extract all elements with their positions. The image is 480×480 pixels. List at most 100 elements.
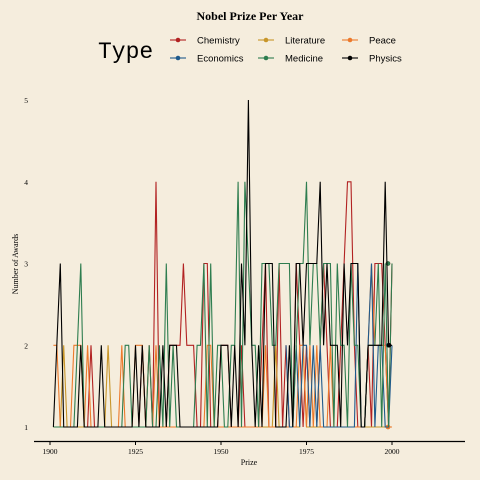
data-point-physics: [323, 345, 324, 346]
data-point-literature: [378, 427, 379, 428]
data-point-physics: [251, 345, 252, 346]
x-tick-label: 2000: [385, 447, 400, 456]
data-point-medicine: [227, 427, 228, 428]
legend-item-medicine: Medicine: [258, 54, 323, 65]
data-point-physics: [179, 427, 180, 428]
data-point-physics: [309, 263, 310, 264]
data-point-physics: [173, 345, 174, 346]
data-point-peace: [248, 427, 249, 428]
legend-label: Chemistry: [197, 36, 240, 47]
data-point-economics: [299, 427, 300, 428]
data-point-physics: [94, 427, 95, 428]
data-point-physics: [104, 427, 105, 428]
data-point-physics: [186, 427, 187, 428]
data-point-physics: [108, 427, 109, 428]
legend-item-peace: Peace: [342, 36, 396, 47]
data-point-literature: [265, 427, 266, 428]
data-point-physics: [241, 263, 242, 264]
legend-item-chemistry: Chemistry: [170, 36, 240, 47]
data-point-physics: [169, 345, 170, 346]
series-physics: [52, 99, 393, 428]
data-point-peace: [320, 427, 321, 428]
data-point-peace: [156, 345, 157, 346]
y-tick-label: 3: [24, 260, 28, 269]
data-point-physics: [132, 427, 133, 428]
data-point-physics: [374, 345, 375, 346]
data-point-chemistry: [183, 263, 184, 264]
data-point-medicine: [60, 427, 61, 428]
data-point-economics: [316, 427, 317, 428]
data-point-physics: [340, 427, 341, 428]
data-point-physics: [84, 427, 85, 428]
data-point-medicine: [238, 181, 239, 182]
data-point-physics: [268, 263, 269, 264]
data-point-medicine: [272, 345, 273, 346]
data-point-peace: [244, 427, 245, 428]
data-point-peace: [385, 345, 386, 346]
data-point-physics: [292, 427, 293, 428]
data-point-physics: [381, 345, 382, 346]
data-point-medicine: [262, 263, 263, 264]
legend: Chemistry Literature Peace Economics Medicin…: [170, 36, 402, 65]
data-point-chemistry: [207, 263, 208, 264]
data-point-physics: [111, 427, 112, 428]
x-tick-label: 1975: [299, 447, 314, 456]
data-point-medicine: [80, 263, 81, 264]
data-point-physics: [238, 427, 239, 428]
data-point-physics: [210, 427, 211, 428]
data-point-medicine: [306, 181, 307, 182]
data-point-medicine: [347, 427, 348, 428]
data-point-medicine: [128, 345, 129, 346]
data-point-economics: [323, 427, 324, 428]
data-point-physics: [125, 427, 126, 428]
data-point-physics: [244, 345, 245, 346]
data-point-peace: [234, 427, 235, 428]
data-point-physics: [392, 345, 393, 346]
data-point-physics: [385, 181, 386, 182]
data-point-economics: [330, 427, 331, 428]
data-point-economics: [354, 427, 355, 428]
data-point-physics: [361, 427, 362, 428]
data-point-physics: [53, 427, 54, 428]
data-point-literature: [371, 427, 372, 428]
data-point-physics: [200, 427, 201, 428]
data-point-peace: [221, 427, 222, 428]
data-point-physics: [327, 263, 328, 264]
data-point-physics: [357, 263, 358, 264]
data-point-medicine: [303, 263, 304, 264]
data-point-medicine: [340, 345, 341, 346]
data-point-medicine: [169, 427, 170, 428]
legend-label: Physics: [369, 54, 402, 65]
data-point-physics: [166, 427, 167, 428]
data-point-peace: [296, 427, 297, 428]
data-point-physics: [231, 427, 232, 428]
data-point-peace: [306, 427, 307, 428]
data-point-peace: [173, 427, 174, 428]
data-point-literature: [368, 427, 369, 428]
data-point-peace: [392, 427, 393, 428]
data-point-medicine: [333, 427, 334, 428]
data-point-medicine: [159, 345, 160, 346]
data-point-peace: [121, 345, 122, 346]
data-point-economics: [344, 427, 345, 428]
data-point-medicine: [323, 263, 324, 264]
legend-label: Medicine: [285, 54, 323, 65]
data-point-physics: [63, 427, 64, 428]
data-point-physics: [224, 345, 225, 346]
data-point-medicine: [309, 345, 310, 346]
data-point-medicine: [285, 263, 286, 264]
data-point-physics: [197, 427, 198, 428]
data-point-medicine: [248, 263, 249, 264]
data-point-physics: [248, 100, 249, 101]
data-point-medicine: [203, 263, 204, 264]
x-tick-label: 1950: [214, 447, 229, 456]
legend-item-economics: Economics: [170, 54, 244, 65]
data-point-chemistry: [190, 345, 191, 346]
data-point-medicine: [296, 345, 297, 346]
data-point-peace: [357, 427, 358, 428]
data-point-peace: [210, 345, 211, 346]
data-point-peace: [251, 427, 252, 428]
legend-label: Literature: [285, 36, 325, 47]
data-point-physics: [73, 427, 74, 428]
